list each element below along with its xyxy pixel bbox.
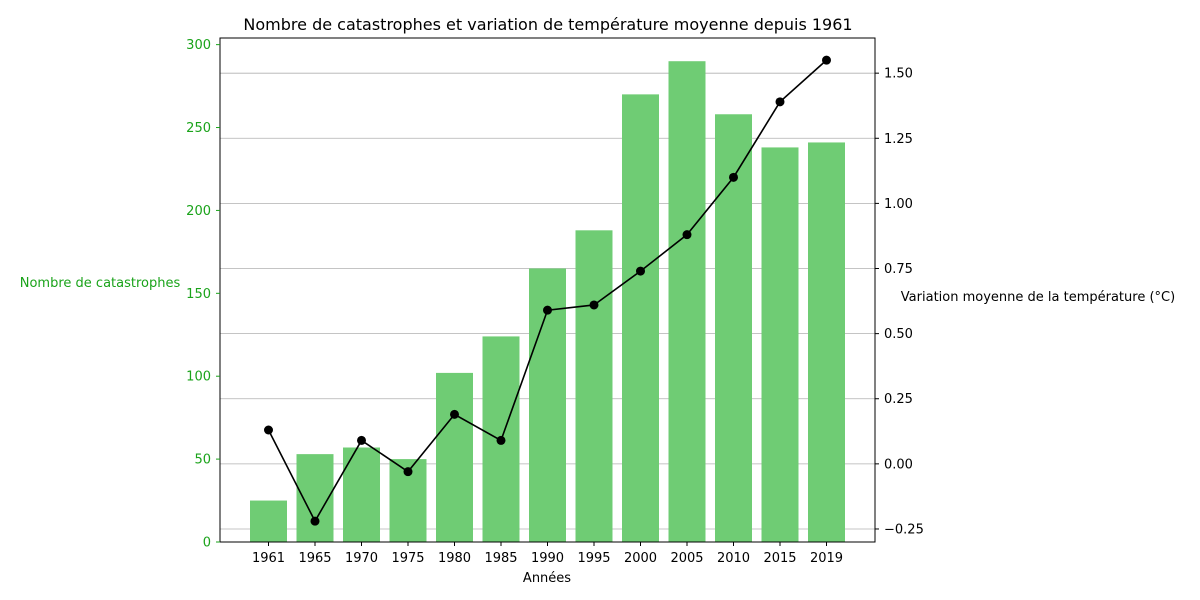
x-tick-label: 1961 — [252, 551, 285, 566]
left-tick-label: 150 — [186, 287, 211, 302]
bar-2019 — [808, 142, 845, 542]
right-axis-label: Variation moyenne de la température (°C) — [901, 290, 1175, 305]
right-tick-label: 0.75 — [884, 262, 913, 277]
chart-title: Nombre de catastrophes et variation de t… — [243, 15, 852, 34]
x-tick-label: 1970 — [345, 551, 378, 566]
temperature-point-1985 — [496, 435, 506, 445]
x-tick-label: 1965 — [298, 551, 331, 566]
temperature-point-2019 — [822, 55, 831, 65]
x-tick-label: 2010 — [717, 551, 750, 566]
left-tick-label: 0 — [203, 536, 211, 551]
bar-2010 — [715, 114, 752, 543]
temperature-point-2005 — [682, 230, 692, 240]
x-tick-label: 1975 — [391, 551, 424, 566]
left-axis-ticks: 0 50 100 150 200 250 300 — [186, 38, 220, 551]
bar-1980 — [436, 372, 473, 542]
x-tick-label: 2015 — [763, 551, 796, 566]
right-tick-label: 1.25 — [884, 132, 913, 147]
bar-2000 — [622, 94, 659, 543]
x-tick-label: 1980 — [438, 551, 471, 566]
temperature-point-1961 — [264, 425, 273, 435]
right-tick-label: 0.25 — [884, 392, 913, 407]
temperature-point-1980 — [450, 409, 459, 419]
temperature-point-1975 — [403, 467, 413, 477]
x-tick-label: 1995 — [577, 551, 610, 566]
right-axis-ticks: −0.25 0.00 0.25 0.50 0.75 1.00 1.25 1.50 — [875, 67, 924, 537]
temperature-point-2000 — [636, 266, 645, 276]
left-tick-label: 250 — [186, 121, 211, 136]
temperature-point-1995 — [589, 300, 599, 310]
bar-2015 — [761, 147, 799, 542]
bar-1995 — [575, 230, 613, 542]
x-tick-label: 2019 — [810, 551, 843, 566]
right-tick-label: 0.50 — [884, 327, 913, 342]
left-tick-label: 100 — [186, 370, 211, 385]
left-axis-label: Nombre de catastrophes — [20, 276, 181, 291]
bars — [250, 61, 845, 543]
bar-1961 — [250, 500, 287, 542]
left-tick-label: 200 — [186, 204, 211, 219]
temperature-point-1965 — [310, 516, 320, 526]
temperature-point-1990 — [543, 305, 552, 315]
right-tick-label: 1.50 — [884, 67, 913, 82]
x-tick-label: 1990 — [531, 551, 564, 566]
left-tick-label: 50 — [194, 453, 211, 468]
x-axis-label: Années — [523, 571, 571, 586]
x-tick-label: 2005 — [670, 551, 703, 566]
temperature-point-1970 — [357, 435, 366, 445]
temperature-point-2010 — [729, 172, 738, 182]
temperature-line — [264, 55, 831, 526]
temperature-point-2015 — [775, 97, 785, 107]
right-tick-label: 1.00 — [884, 197, 913, 212]
bar-2005 — [668, 61, 706, 543]
right-tick-label: 0.00 — [884, 457, 913, 472]
left-tick-label: 300 — [186, 38, 211, 53]
x-axis-ticks: 1961 1965 1970 1975 1980 1985 1990 1995 2000 2005… — [252, 542, 843, 566]
x-tick-label: 1985 — [484, 551, 517, 566]
right-tick-label: −0.25 — [884, 522, 924, 537]
x-tick-label: 2000 — [624, 551, 657, 566]
